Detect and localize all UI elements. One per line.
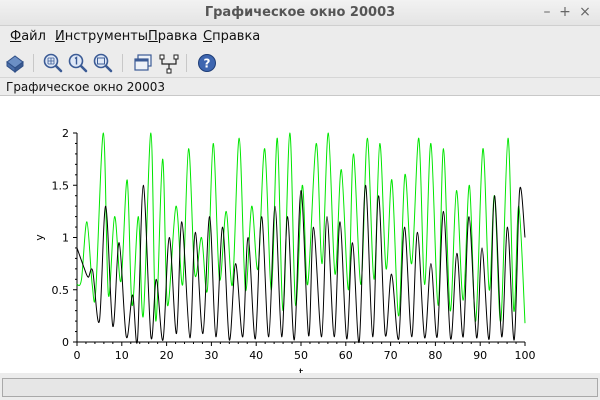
x-tick-label: 20 [160, 349, 174, 362]
toolbar-separator [186, 54, 187, 72]
x-tick-label: 70 [384, 349, 398, 362]
series-green-line [76, 132, 526, 324]
x-tick-label: 50 [294, 349, 308, 362]
zoom-one-button[interactable] [67, 52, 89, 74]
series-black-line [76, 184, 526, 344]
svg-text:?: ? [204, 57, 211, 71]
y-tick-label: 2 [62, 127, 69, 140]
chart[interactable]: 0 10 20 30 40 50 60 70 80 90 100 0 0.5 1 1.5 2 t y [0, 96, 600, 379]
menu-edit-label: равка [157, 29, 198, 44]
rotate-icon [6, 55, 24, 73]
y-tick-label: 0.5 [52, 284, 70, 297]
x-axis-label: t [299, 366, 304, 373]
x-tick-label: 30 [204, 349, 218, 362]
x-tick-label: 40 [249, 349, 263, 362]
zoom-one-icon [68, 53, 88, 73]
menu-tools[interactable]: Инструменты [55, 29, 148, 44]
menu-file[interactable]: Файл [10, 29, 46, 44]
menu-tools-accel: И [55, 29, 65, 44]
toolbar-separator [33, 54, 34, 72]
status-bar [0, 375, 600, 400]
menu-bar: Файл Инструменты Правка Справка [0, 26, 600, 48]
y-tick-label: 0 [62, 336, 69, 349]
menu-file-label: айл [21, 29, 46, 44]
window-button[interactable] [132, 52, 154, 74]
x-tick-label: 60 [339, 349, 353, 362]
x-tick-label: 10 [115, 349, 129, 362]
help-button[interactable]: ? [196, 52, 218, 74]
info-bar: Графическое окно 20003 [0, 77, 600, 96]
plot-lines [76, 132, 526, 344]
menu-file-accel: Ф [10, 29, 22, 44]
maximize-button[interactable]: + [559, 4, 571, 20]
rotate-button[interactable] [4, 52, 26, 74]
minimize-button[interactable]: – [543, 4, 551, 20]
plot-canvas[interactable]: 0 10 20 30 40 50 60 70 80 90 100 0 0.5 1 1.5 2 t y [0, 96, 600, 379]
menu-edit-accel: П [148, 29, 158, 44]
zoom-grid-icon [43, 53, 63, 73]
datatip-icon [159, 54, 179, 74]
help-icon: ? [198, 54, 216, 72]
close-button[interactable]: × [579, 4, 591, 20]
window-icon [134, 54, 152, 71]
axes: 0 10 20 30 40 50 60 70 80 90 100 0 0.5 1 1.5 2 t y [33, 127, 536, 379]
menu-edit[interactable]: Правка [148, 29, 197, 44]
zoom-grid-button[interactable] [42, 52, 64, 74]
zoom-out-icon [93, 53, 113, 73]
zoom-out-button[interactable] [92, 52, 114, 74]
menu-help-label: правка [212, 29, 261, 44]
x-tick-label: 100 [515, 349, 536, 362]
toolbar: ? [0, 49, 600, 77]
y-axis-label: y [33, 234, 46, 241]
x-tick-label: 90 [473, 349, 487, 362]
menu-help[interactable]: Справка [203, 29, 260, 44]
y-tick-label: 1.5 [52, 179, 70, 192]
menu-help-accel: С [203, 29, 213, 44]
menu-tools-label: нструменты [64, 29, 149, 44]
window-title: Графическое окно 20003 [204, 5, 396, 20]
y-tick-label: 1 [62, 232, 69, 245]
title-bar[interactable]: Графическое окно 20003 – + × [0, 0, 600, 26]
status-field [2, 378, 598, 397]
info-text: Графическое окно 20003 [6, 80, 165, 94]
toolbar-separator [122, 54, 123, 72]
x-tick-label: 80 [428, 349, 442, 362]
x-tick-label: 0 [74, 349, 81, 362]
datatip-button[interactable] [158, 52, 180, 74]
